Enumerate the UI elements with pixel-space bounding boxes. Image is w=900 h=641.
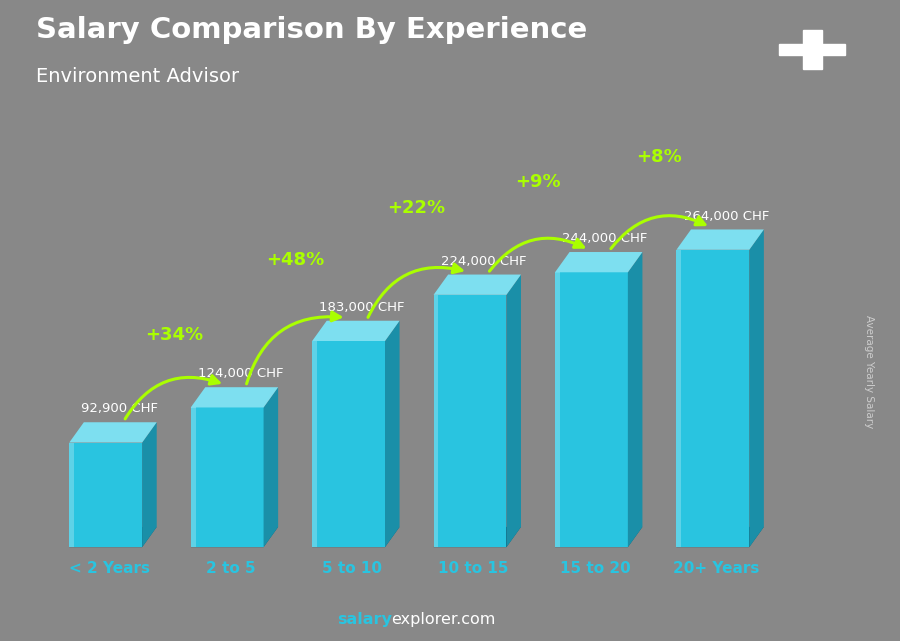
Text: +9%: +9%: [515, 173, 561, 191]
Bar: [803, 30, 822, 69]
Text: +22%: +22%: [388, 199, 446, 217]
Text: < 2 Years: < 2 Years: [69, 561, 150, 576]
Text: +8%: +8%: [636, 147, 682, 165]
Text: Environment Advisor: Environment Advisor: [36, 67, 239, 87]
Polygon shape: [69, 422, 157, 442]
Polygon shape: [628, 252, 643, 547]
Text: 244,000 CHF: 244,000 CHF: [562, 232, 647, 246]
Polygon shape: [434, 274, 521, 295]
Bar: [779, 44, 845, 55]
Polygon shape: [69, 442, 74, 547]
Text: 224,000 CHF: 224,000 CHF: [441, 254, 526, 268]
Polygon shape: [434, 295, 438, 547]
Polygon shape: [312, 341, 385, 547]
Polygon shape: [555, 527, 643, 547]
Text: +48%: +48%: [266, 251, 324, 269]
Polygon shape: [191, 527, 278, 547]
Text: Average Yearly Salary: Average Yearly Salary: [863, 315, 874, 428]
Polygon shape: [434, 295, 507, 547]
Text: 5 to 10: 5 to 10: [322, 561, 382, 576]
Polygon shape: [555, 272, 560, 547]
Polygon shape: [69, 442, 142, 547]
Polygon shape: [191, 408, 195, 547]
Text: 20+ Years: 20+ Years: [673, 561, 760, 576]
Text: 10 to 15: 10 to 15: [438, 561, 508, 576]
Text: 92,900 CHF: 92,900 CHF: [81, 403, 158, 415]
Polygon shape: [677, 250, 750, 547]
Polygon shape: [677, 250, 681, 547]
Polygon shape: [312, 341, 317, 547]
Polygon shape: [264, 387, 278, 547]
Polygon shape: [750, 229, 764, 547]
Text: 183,000 CHF: 183,000 CHF: [320, 301, 405, 314]
Text: explorer.com: explorer.com: [392, 612, 496, 627]
Polygon shape: [312, 320, 400, 341]
Text: salary: salary: [337, 612, 392, 627]
Polygon shape: [677, 527, 764, 547]
Polygon shape: [507, 274, 521, 547]
Text: 15 to 20: 15 to 20: [560, 561, 630, 576]
Polygon shape: [69, 527, 157, 547]
Polygon shape: [312, 527, 400, 547]
Polygon shape: [385, 320, 400, 547]
Polygon shape: [434, 527, 521, 547]
Polygon shape: [555, 252, 643, 272]
Polygon shape: [555, 272, 628, 547]
Polygon shape: [191, 408, 264, 547]
Polygon shape: [677, 229, 764, 250]
Text: +34%: +34%: [145, 326, 202, 344]
Text: 264,000 CHF: 264,000 CHF: [683, 210, 769, 222]
Polygon shape: [142, 422, 157, 547]
Text: 2 to 5: 2 to 5: [206, 561, 256, 576]
Polygon shape: [191, 387, 278, 408]
Text: 124,000 CHF: 124,000 CHF: [198, 367, 284, 381]
Text: Salary Comparison By Experience: Salary Comparison By Experience: [36, 16, 587, 44]
